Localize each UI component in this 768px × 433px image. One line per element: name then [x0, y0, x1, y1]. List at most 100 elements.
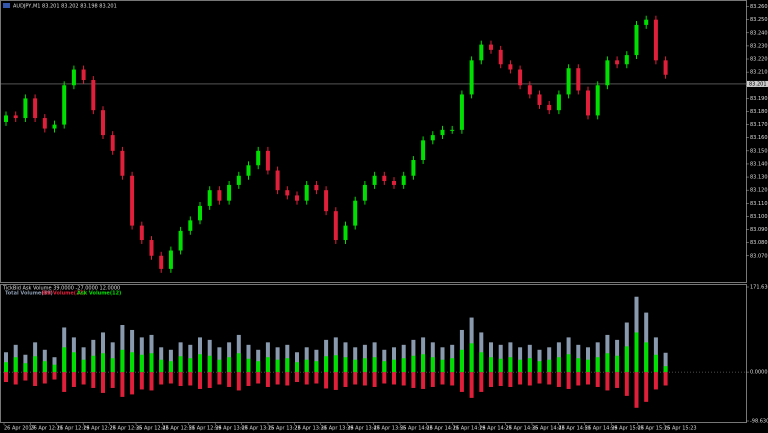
y-tick-label: 83.190 — [750, 96, 768, 102]
candle-body — [527, 85, 532, 95]
volume-bar — [217, 372, 222, 385]
volume-bar — [576, 372, 581, 386]
x-tick-label: 26 Apr 14:11 — [426, 426, 459, 432]
candle-body — [421, 140, 426, 161]
y-tick-label: 83.160 — [750, 135, 768, 141]
volume-bar — [130, 352, 135, 373]
volume-bar — [101, 332, 105, 373]
volume-bar — [459, 372, 464, 392]
volume-bar — [110, 372, 115, 388]
candle-body — [634, 24, 639, 56]
volume-bar — [479, 372, 484, 392]
candle-body — [392, 181, 396, 185]
x-tick-label: 26 Apr 12:11 — [30, 426, 63, 432]
volume-bar — [120, 349, 125, 373]
y-tick-label: 171.6300 — [750, 285, 768, 291]
volume-bar — [139, 372, 144, 390]
volume-bar — [343, 372, 348, 387]
volume-bar — [324, 356, 329, 373]
x-tick-label: 26 Apr 15:07 — [611, 426, 644, 432]
volume-bar — [615, 355, 620, 373]
candle-body — [23, 98, 28, 119]
volume-bar — [392, 372, 396, 385]
candle-body — [333, 211, 338, 241]
volume-bar — [246, 372, 251, 386]
legend-entry: Ask Volume(12) — [77, 291, 121, 297]
volume-bar — [130, 329, 135, 373]
volume-bar — [537, 349, 542, 373]
candle-body — [353, 200, 358, 226]
candle-body — [33, 98, 38, 119]
volume-bar — [71, 352, 76, 373]
candle-body — [382, 175, 387, 182]
volume-bar — [576, 358, 581, 373]
x-tick-label: 26 Apr 14:59 — [585, 426, 618, 432]
y-tick-label: 83.130 — [750, 175, 768, 181]
volume-bar — [353, 359, 358, 373]
volume-bar — [285, 358, 290, 373]
x-tick-label: 26 Apr 13:15 — [242, 426, 275, 432]
chart-title: AUDJPY,M1 83.201 83.202 83.198 83.201 — [13, 4, 117, 10]
volume-bar — [265, 357, 270, 373]
x-tick-label: 26 Apr 13:55 — [374, 426, 407, 432]
y-tick-label: 83.250 — [750, 17, 768, 23]
volume-bar — [586, 372, 590, 385]
x-tick-label: 26 Apr 14:27 — [479, 426, 512, 432]
legend-entry: Total Volume(39) — [5, 291, 53, 297]
volume-bar — [518, 372, 523, 385]
candle-body — [489, 44, 493, 50]
volume-bar — [547, 359, 552, 373]
x-tick-label: 26 Apr 15:23 — [664, 426, 697, 432]
y-tick-label: 83.120 — [750, 188, 768, 194]
volume-bar — [91, 372, 96, 388]
volume-bar — [168, 361, 173, 373]
volume-bar — [653, 354, 658, 373]
volume-bar — [91, 355, 96, 373]
volume-bar — [227, 372, 232, 387]
volume-bar — [101, 353, 105, 373]
volume-bar — [217, 359, 222, 373]
x-tick-label: 26 Apr 14:35 — [506, 426, 539, 432]
volume-bar — [440, 372, 445, 385]
volume-bar — [110, 342, 115, 373]
volume-bar — [236, 372, 241, 391]
candle-body — [101, 110, 105, 136]
candle-body — [91, 80, 96, 111]
x-tick-label: 26 Apr 13:23 — [268, 426, 301, 432]
candle-body — [130, 175, 135, 226]
volume-bar — [421, 372, 426, 389]
volume-bar — [333, 355, 338, 373]
candle-body — [440, 129, 445, 136]
candle-body — [508, 64, 513, 70]
volume-bar — [42, 361, 47, 373]
volume-bar — [246, 358, 251, 373]
volume-bar — [372, 372, 377, 387]
volume-bar — [362, 358, 367, 373]
volume-bar — [198, 372, 202, 389]
y-tick-label: -98.6300 — [750, 419, 768, 425]
y-tick-label: 83.150 — [750, 148, 768, 154]
volume-bar — [256, 349, 261, 373]
volume-bar — [527, 358, 532, 373]
volume-bar — [236, 353, 241, 373]
volume-bar — [372, 357, 377, 373]
volume-bar — [178, 356, 183, 373]
volume-bar — [168, 349, 173, 373]
x-tick-label: 26 Apr 14:03 — [400, 426, 433, 432]
volume-bar — [498, 358, 503, 373]
current-price-box — [747, 80, 768, 87]
y-tick-label: 83.210 — [750, 70, 768, 76]
candle-body — [81, 69, 86, 81]
candle-body — [178, 230, 183, 251]
volume-bar — [333, 372, 338, 390]
x-tick-label: 26 Apr 13:07 — [215, 426, 248, 432]
volume-bar — [275, 372, 280, 385]
volume-bar — [62, 347, 67, 373]
volume-bar — [556, 372, 561, 387]
legend-entry: Bid Volume(27) — [42, 291, 85, 297]
volume-bar — [333, 337, 338, 373]
y-tick-label: 83.090 — [750, 227, 768, 233]
volume-bar — [508, 372, 513, 387]
volume-bar — [101, 372, 105, 393]
volume-bar — [23, 372, 28, 381]
